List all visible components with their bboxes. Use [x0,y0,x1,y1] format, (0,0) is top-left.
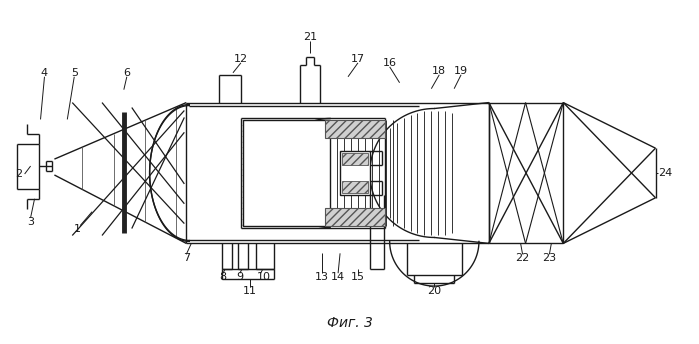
Bar [342,153,368,165]
Text: 12: 12 [234,54,248,64]
Text: 6: 6 [123,68,130,78]
Text: Фиг. 3: Фиг. 3 [327,316,373,330]
Text: 4: 4 [41,68,48,78]
Text: 1: 1 [73,224,80,234]
Text: 16: 16 [382,58,396,68]
Text: 2: 2 [15,169,22,179]
Bar [340,151,370,195]
Text: 14: 14 [331,272,345,282]
Text: 21: 21 [303,32,317,42]
Bar [325,208,384,226]
Text: 7: 7 [182,253,190,263]
Text: 10: 10 [257,272,271,282]
Text: 23: 23 [542,253,556,263]
Text: 8: 8 [219,272,226,282]
Bar [325,120,384,138]
Bar [243,120,330,226]
Bar [342,181,368,193]
Text: 24: 24 [658,168,672,178]
Text: 5: 5 [71,68,78,78]
Text: 11: 11 [243,286,257,296]
Text: 15: 15 [351,272,365,282]
Text: 9: 9 [236,272,243,282]
Text: 17: 17 [351,54,365,64]
Text: 20: 20 [427,286,441,296]
Text: 19: 19 [454,66,468,76]
Text: 13: 13 [315,272,329,282]
Bar [243,120,330,226]
Text: 3: 3 [27,217,34,227]
Text: 18: 18 [432,66,447,76]
Text: 22: 22 [515,253,530,263]
